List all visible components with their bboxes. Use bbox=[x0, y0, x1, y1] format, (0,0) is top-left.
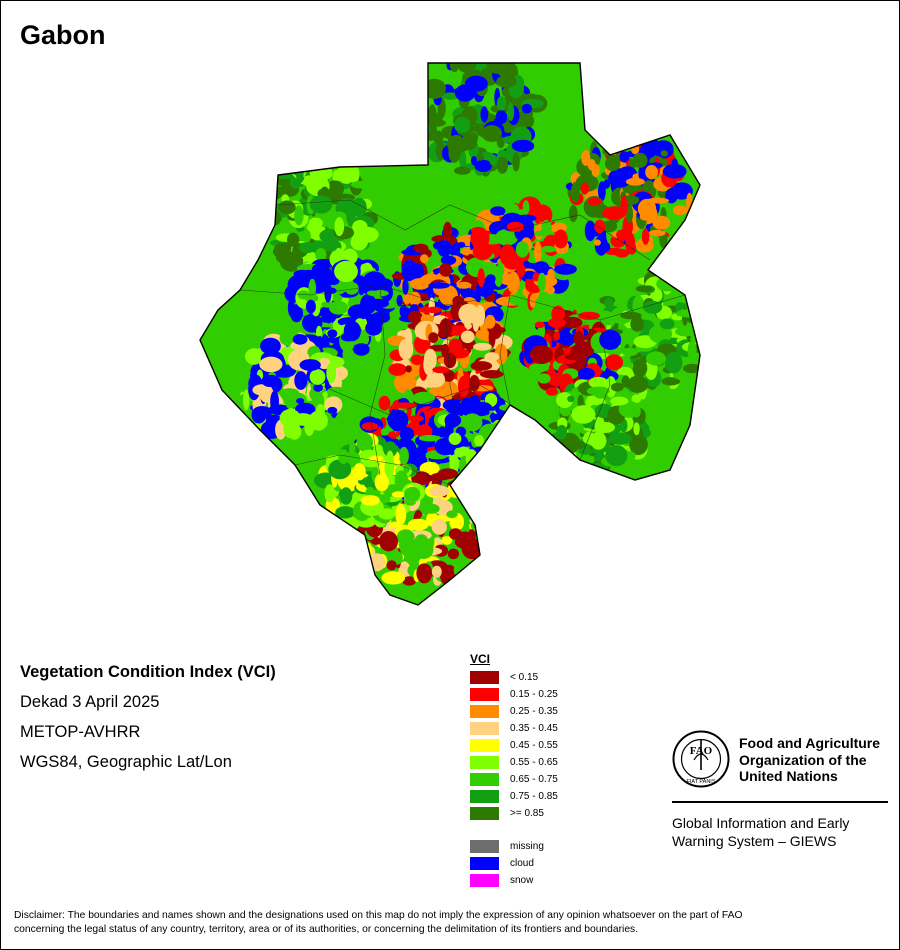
map-metadata: Vegetation Condition Index (VCI) Dekad 3… bbox=[20, 657, 276, 777]
disclaimer-line1: Disclaimer: The boundaries and names sho… bbox=[14, 910, 743, 921]
legend-class-label: 0.55 - 0.65 bbox=[510, 757, 558, 768]
organization-name-line3: United Nations bbox=[739, 768, 838, 784]
legend-special-classes: missing cloud snow bbox=[470, 838, 558, 889]
legend-class-swatch bbox=[470, 688, 499, 701]
legend-special-label: missing bbox=[510, 841, 544, 852]
legend-class-label: 0.45 - 0.55 bbox=[510, 740, 558, 751]
legend-class-row: >= 0.85 bbox=[470, 805, 558, 822]
branding-divider bbox=[672, 801, 888, 803]
legend-special-label: cloud bbox=[510, 858, 534, 869]
sensor-label: METOP-AVHRR bbox=[20, 723, 141, 741]
legend-class-row: 0.55 - 0.65 bbox=[470, 754, 558, 771]
vci-classes bbox=[238, 63, 700, 587]
legend-special-swatch bbox=[470, 874, 499, 887]
map-title: Gabon bbox=[20, 20, 106, 50]
gabon-vci-raster bbox=[199, 62, 701, 606]
legend-class-label: 0.65 - 0.75 bbox=[510, 774, 558, 785]
legend-class-swatch bbox=[470, 722, 499, 735]
legend-special-swatch bbox=[470, 857, 499, 870]
legend-special-label: snow bbox=[510, 875, 534, 886]
giews-label: Global Information and Early Warning Sys… bbox=[672, 814, 888, 850]
disclaimer-line2: concerning the legal status of any count… bbox=[14, 924, 639, 935]
legend-class-row: 0.15 - 0.25 bbox=[470, 686, 558, 703]
legend-special-swatch bbox=[470, 840, 499, 853]
period-label: Dekad 3 April 2025 bbox=[20, 693, 160, 711]
legend-class-row: 0.65 - 0.75 bbox=[470, 771, 558, 788]
disclaimer: Disclaimer: The boundaries and names sho… bbox=[14, 909, 886, 937]
fao-logo-letters: FAO bbox=[690, 745, 713, 757]
organization-name: Food and Agriculture Organization of the… bbox=[739, 735, 889, 785]
legend-class-row: < 0.15 bbox=[470, 669, 558, 686]
legend-class-swatch bbox=[470, 756, 499, 769]
vci-legend: VCI < 0.15 0.15 - 0.25 0.25 - 0.35 0.35 - 0… bbox=[470, 652, 558, 889]
legend-classes: < 0.15 0.15 - 0.25 0.25 - 0.35 0.35 - 0.45 0… bbox=[470, 669, 558, 822]
fao-logo-icon: FAO FIAT PANIS bbox=[672, 730, 730, 788]
legend-class-label: 0.25 - 0.35 bbox=[510, 706, 558, 717]
giews-line1: Global Information and Early bbox=[672, 815, 850, 831]
product-name: Vegetation Condition Index (VCI) bbox=[20, 663, 276, 681]
organization-name-line2: Organization of the bbox=[739, 751, 867, 768]
projection-label: WGS84, Geographic Lat/Lon bbox=[20, 753, 232, 771]
vci-map bbox=[180, 55, 720, 615]
legend-class-label: 0.75 - 0.85 bbox=[510, 791, 558, 802]
legend-class-row: 0.45 - 0.55 bbox=[470, 737, 558, 754]
legend-class-label: < 0.15 bbox=[510, 672, 539, 683]
legend-special-row: cloud bbox=[470, 855, 558, 872]
legend-class-row: 0.35 - 0.45 bbox=[470, 720, 558, 737]
legend-special-row: missing bbox=[470, 838, 558, 855]
legend-class-swatch bbox=[470, 739, 499, 752]
legend-special-row: snow bbox=[470, 872, 558, 889]
legend-class-label: >= 0.85 bbox=[510, 808, 544, 819]
legend-class-label: 0.35 - 0.45 bbox=[510, 723, 558, 734]
legend-class-swatch bbox=[470, 705, 499, 718]
organization-name-line1: Food and Agriculture bbox=[739, 735, 881, 751]
legend-class-swatch bbox=[470, 790, 499, 803]
fao-logo-motto: FIAT PANIS bbox=[686, 779, 715, 785]
legend-class-row: 0.25 - 0.35 bbox=[470, 703, 558, 720]
giews-line2: Warning System – GIEWS bbox=[672, 833, 837, 849]
legend-class-row: 0.75 - 0.85 bbox=[470, 788, 558, 805]
legend-class-label: 0.15 - 0.25 bbox=[510, 689, 558, 700]
legend-title: VCI bbox=[470, 652, 491, 666]
legend-class-swatch bbox=[470, 773, 499, 786]
legend-class-swatch bbox=[470, 807, 499, 820]
legend-class-swatch bbox=[470, 671, 499, 684]
